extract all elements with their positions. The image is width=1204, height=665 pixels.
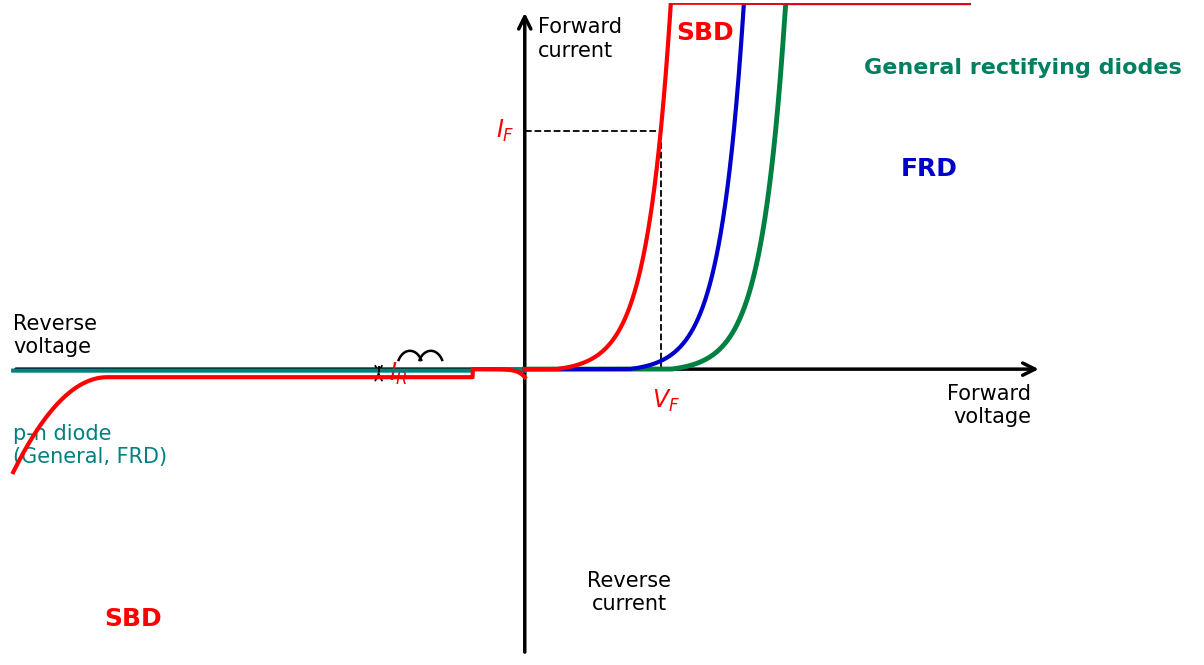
Text: Forward
current: Forward current (538, 17, 621, 61)
Text: Forward
voltage: Forward voltage (948, 384, 1031, 427)
Text: Reverse
current: Reverse current (588, 571, 671, 614)
Text: p-n diode
(General, FRD): p-n diode (General, FRD) (13, 424, 167, 467)
Text: $I_F$: $I_F$ (496, 118, 514, 144)
Text: SBD: SBD (105, 607, 163, 631)
Text: FRD: FRD (901, 157, 957, 181)
Text: $V_F$: $V_F$ (653, 388, 680, 414)
Text: SBD: SBD (677, 21, 734, 45)
Text: $I_R$: $I_R$ (389, 361, 408, 387)
Text: Reverse
voltage: Reverse voltage (13, 314, 98, 357)
Text: General rectifying diodes: General rectifying diodes (864, 58, 1182, 78)
